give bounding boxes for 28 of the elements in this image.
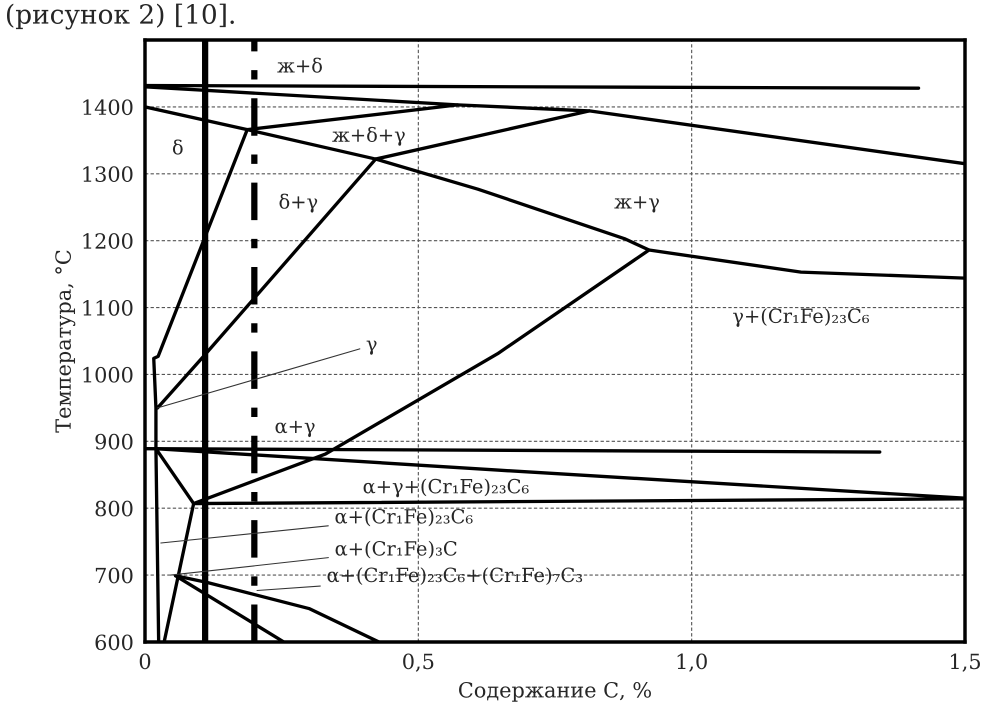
y-axis-title: Температура, °С bbox=[55, 250, 76, 433]
y-tick-label: 800 bbox=[96, 500, 133, 516]
annotation: α+(Cr₁Fe)₂₃C₆+(Cr₁Fe)₇C₃ bbox=[327, 567, 582, 585]
annotation: ж+γ bbox=[614, 196, 659, 213]
text: (рисунок 2) [10]. bbox=[6, 4, 234, 30]
x-tick-label: 0,5 bbox=[403, 653, 434, 672]
annotation: α+(Cr₁Fe)₂₃C₆ bbox=[335, 508, 473, 526]
x-tick-label: 1,0 bbox=[678, 653, 707, 672]
y-tick-label: 700 bbox=[96, 568, 133, 584]
y-tick-label: 1200 bbox=[83, 233, 133, 249]
y-tick-label: 900 bbox=[95, 434, 133, 450]
y-tick-label: 1300 bbox=[83, 166, 133, 182]
y-tick-label: 1400 bbox=[83, 99, 133, 116]
annotation: α+γ bbox=[276, 420, 315, 438]
annotation: α+γ+(Cr₁Fe)₂₃C₆ bbox=[364, 478, 529, 498]
x-tick-label: 1,5 bbox=[950, 653, 980, 672]
annotation: ж+δ bbox=[277, 58, 322, 73]
x-axis-title: Содержание С, % bbox=[459, 682, 651, 702]
x-tick-label: 0 bbox=[140, 653, 150, 670]
annotation: γ bbox=[366, 340, 377, 355]
y-tick-label: 1100 bbox=[83, 300, 133, 316]
annotation: ж+δ+γ bbox=[332, 126, 405, 146]
y-tick-label: 1000 bbox=[83, 366, 133, 383]
y-tick-label: 600 bbox=[96, 634, 133, 650]
annotation: δ+γ bbox=[280, 194, 318, 213]
annotation: γ+(Cr₁Fe)₂₃C₆ bbox=[733, 308, 870, 327]
annotation: δ bbox=[172, 139, 183, 155]
annotation: α+(Cr₁Fe)₃C bbox=[336, 540, 457, 559]
